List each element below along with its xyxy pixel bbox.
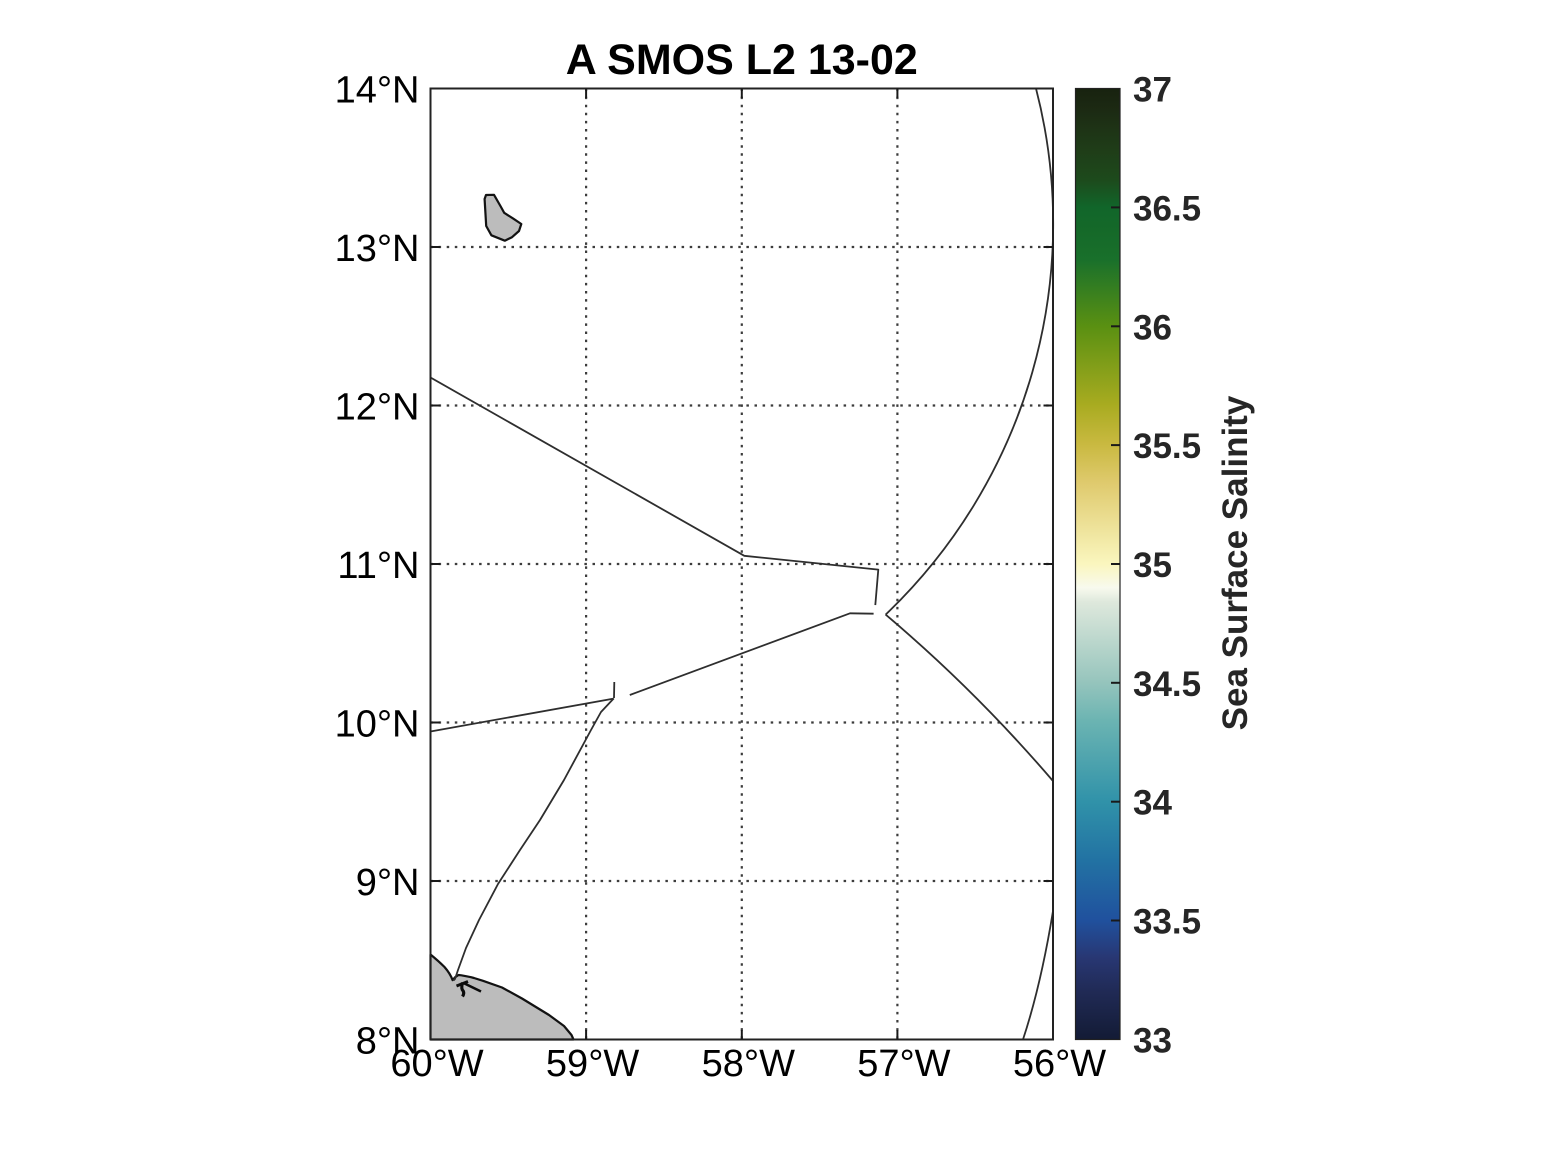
svg-text:13°N: 13°N — [335, 228, 420, 270]
svg-text:14°N: 14°N — [335, 70, 420, 112]
svg-text:58°W: 58°W — [702, 1043, 795, 1085]
svg-text:60°W: 60°W — [390, 1043, 483, 1085]
svg-text:36.5: 36.5 — [1133, 189, 1201, 228]
svg-text:34: 34 — [1133, 784, 1172, 823]
svg-text:35: 35 — [1133, 546, 1172, 585]
svg-text:A SMOS L2 13-02: A SMOS L2 13-02 — [566, 36, 918, 84]
svg-text:59°W: 59°W — [546, 1043, 639, 1085]
svg-text:11°N: 11°N — [337, 545, 419, 587]
svg-text:57°W: 57°W — [857, 1043, 950, 1085]
svg-text:56°W: 56°W — [1013, 1043, 1106, 1085]
svg-text:37: 37 — [1133, 71, 1172, 110]
svg-text:33: 33 — [1133, 1021, 1172, 1060]
svg-text:Sea Surface Salinity: Sea Surface Salinity — [1216, 395, 1255, 730]
svg-text:35.5: 35.5 — [1133, 427, 1201, 466]
svg-text:33.5: 33.5 — [1133, 903, 1201, 942]
svg-text:10°N: 10°N — [335, 704, 420, 746]
svg-text:36: 36 — [1133, 308, 1172, 347]
svg-text:8°N: 8°N — [356, 1021, 420, 1063]
svg-text:9°N: 9°N — [356, 862, 420, 904]
svg-text:12°N: 12°N — [335, 387, 420, 429]
svg-text:34.5: 34.5 — [1133, 665, 1201, 704]
